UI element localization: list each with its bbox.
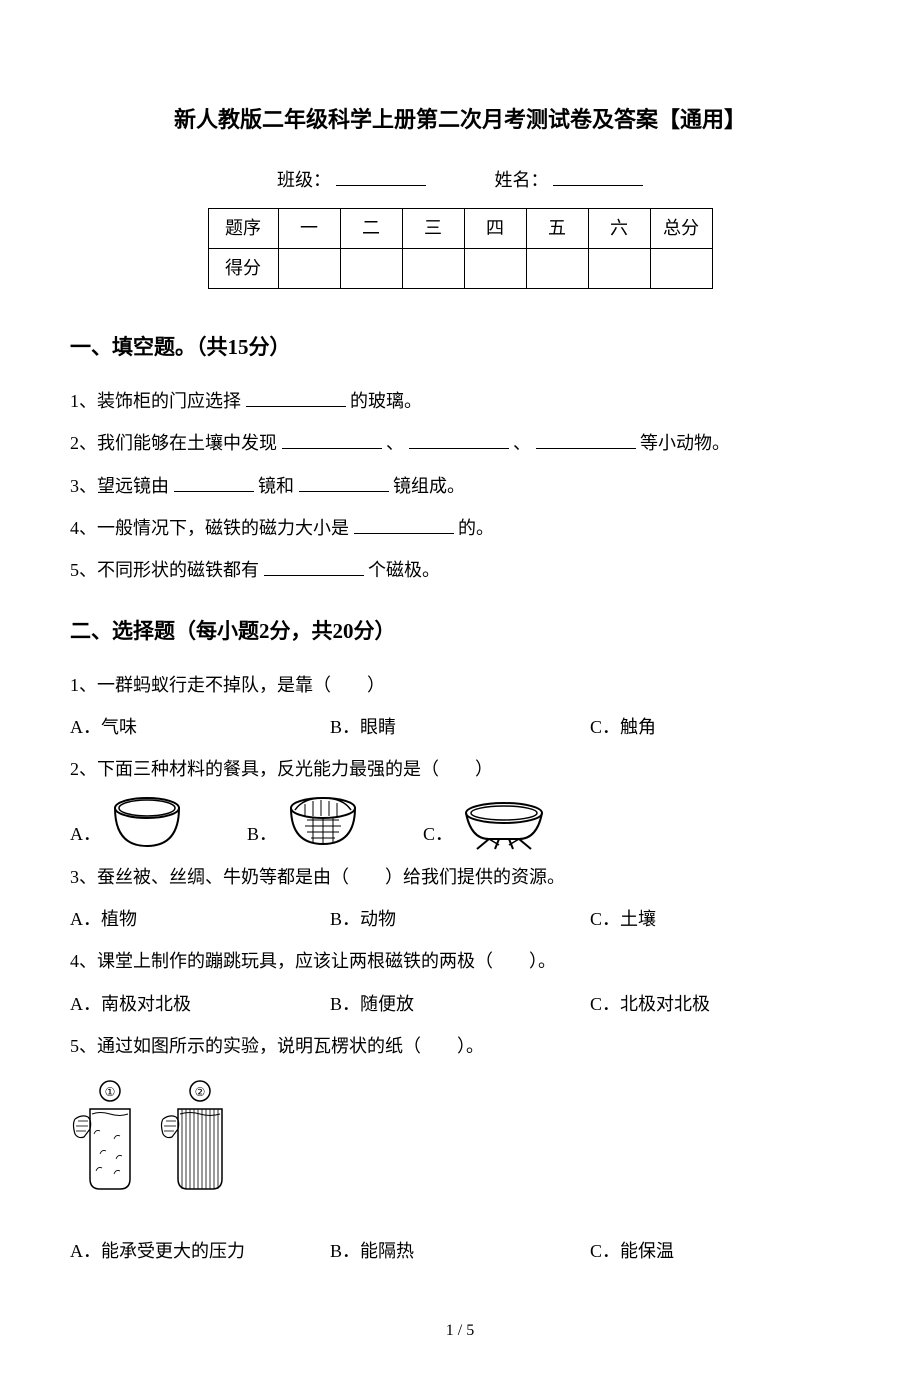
s1-q5-a: 5、不同形状的磁铁都有 bbox=[70, 560, 259, 580]
table-cell bbox=[278, 248, 340, 288]
opt-c-label: C． bbox=[423, 818, 453, 850]
opt-c: C．触角 bbox=[590, 711, 850, 743]
s1-q2-b: 、 bbox=[386, 433, 404, 453]
bowl-a-icon bbox=[107, 796, 187, 851]
opt-a: A． bbox=[70, 796, 187, 851]
opt-a: A．植物 bbox=[70, 903, 330, 935]
s2-q3-options: A．植物 B．动物 C．土壤 bbox=[70, 903, 850, 935]
row1-label: 题序 bbox=[208, 208, 278, 248]
opt-b: B．随便放 bbox=[330, 988, 590, 1020]
table-cell: 三 bbox=[402, 208, 464, 248]
s1-q3-a: 3、望远镜由 bbox=[70, 476, 169, 496]
table-cell bbox=[526, 248, 588, 288]
blank bbox=[299, 474, 389, 492]
class-blank bbox=[336, 168, 426, 186]
blank bbox=[536, 431, 636, 449]
s1-q1-a: 1、装饰柜的门应选择 bbox=[70, 391, 241, 411]
s1-q3: 3、望远镜由 镜和 镜组成。 bbox=[70, 470, 850, 502]
opt-c: C．土壤 bbox=[590, 903, 850, 935]
row2-label: 得分 bbox=[208, 248, 278, 288]
blank bbox=[174, 474, 254, 492]
blank bbox=[354, 516, 454, 534]
s1-q1-b: 的玻璃。 bbox=[350, 391, 422, 411]
s1-q3-b: 镜和 bbox=[258, 476, 294, 496]
opt-b-label: B． bbox=[247, 818, 277, 850]
s2-q4: 4、课堂上制作的蹦跳玩具，应该让两根磁铁的两极（ ）。 bbox=[70, 945, 850, 977]
s2-q5-options: A．能承受更大的压力 B．能隔热 C．能保温 bbox=[70, 1235, 850, 1267]
score-table: 题序 一 二 三 四 五 六 总分 得分 bbox=[208, 208, 713, 289]
s1-q4-b: 的。 bbox=[458, 518, 494, 538]
opt-a: A．南极对北极 bbox=[70, 988, 330, 1020]
s2-q1: 1、一群蚂蚁行走不掉队，是靠（ ） bbox=[70, 669, 850, 701]
s2-q3: 3、蚕丝被、丝绸、牛奶等都是由（ ）给我们提供的资源。 bbox=[70, 861, 850, 893]
table-row: 题序 一 二 三 四 五 六 总分 bbox=[208, 208, 712, 248]
table-cell: 五 bbox=[526, 208, 588, 248]
name-label: 姓名： bbox=[495, 170, 549, 190]
s1-q2-a: 2、我们能够在土壤中发现 bbox=[70, 433, 277, 453]
table-cell bbox=[588, 248, 650, 288]
name-blank bbox=[553, 168, 643, 186]
opt-a: A．能承受更大的压力 bbox=[70, 1235, 330, 1267]
blank bbox=[264, 558, 364, 576]
s2-q4-options: A．南极对北极 B．随便放 C．北极对北极 bbox=[70, 988, 850, 1020]
class-label: 班级： bbox=[277, 170, 331, 190]
svg-text:②: ② bbox=[195, 1085, 206, 1099]
experiment-image: ① ② bbox=[70, 1079, 850, 1219]
blank bbox=[409, 431, 509, 449]
opt-b: B．能隔热 bbox=[330, 1235, 590, 1267]
table-cell: 六 bbox=[588, 208, 650, 248]
page-footer: 1 / 5 bbox=[70, 1317, 850, 1346]
section1-title: 一、填空题。（共15分） bbox=[70, 329, 850, 367]
s2-q2: 2、下面三种材料的餐具，反光能力最强的是（ ） bbox=[70, 753, 850, 785]
table-cell: 一 bbox=[278, 208, 340, 248]
s1-q4: 4、一般情况下，磁铁的磁力大小是 的。 bbox=[70, 512, 850, 544]
bowl-c-icon bbox=[459, 801, 549, 851]
opt-a-label: A． bbox=[70, 818, 101, 850]
s1-q2-c: 、 bbox=[513, 433, 531, 453]
opt-b: B．动物 bbox=[330, 903, 590, 935]
opt-c: C．能保温 bbox=[590, 1235, 850, 1267]
s1-q2-d: 等小动物。 bbox=[640, 433, 730, 453]
page-title: 新人教版二年级科学上册第二次月考测试卷及答案【通用】 bbox=[70, 100, 850, 140]
blank bbox=[246, 389, 346, 407]
s1-q1: 1、装饰柜的门应选择 的玻璃。 bbox=[70, 385, 850, 417]
s1-q5-b: 个磁极。 bbox=[368, 560, 440, 580]
s1-q2: 2、我们能够在土壤中发现 、 、 等小动物。 bbox=[70, 427, 850, 459]
opt-c: C．北极对北极 bbox=[590, 988, 850, 1020]
s2-q5: 5、通过如图所示的实验，说明瓦楞状的纸（ ）。 bbox=[70, 1030, 850, 1062]
table-cell bbox=[340, 248, 402, 288]
table-cell: 二 bbox=[340, 208, 402, 248]
table-cell bbox=[650, 248, 712, 288]
table-cell: 四 bbox=[464, 208, 526, 248]
opt-c: C． bbox=[423, 801, 549, 851]
opt-b: B． bbox=[247, 796, 363, 851]
s2-q1-options: A．气味 B．眼睛 C．触角 bbox=[70, 711, 850, 743]
name-row: 班级： 姓名： bbox=[70, 164, 850, 196]
section2-title: 二、选择题（每小题2分，共20分） bbox=[70, 613, 850, 651]
s1-q5: 5、不同形状的磁铁都有 个磁极。 bbox=[70, 554, 850, 586]
table-cell bbox=[402, 248, 464, 288]
opt-b: B．眼睛 bbox=[330, 711, 590, 743]
s2-q2-options: A． B． C． bbox=[70, 796, 850, 851]
svg-text:①: ① bbox=[105, 1085, 116, 1099]
bowl-b-icon bbox=[283, 796, 363, 851]
blank bbox=[282, 431, 382, 449]
table-cell bbox=[464, 248, 526, 288]
table-cell: 总分 bbox=[650, 208, 712, 248]
s1-q4-a: 4、一般情况下，磁铁的磁力大小是 bbox=[70, 518, 349, 538]
opt-a: A．气味 bbox=[70, 711, 330, 743]
table-row: 得分 bbox=[208, 248, 712, 288]
s1-q3-c: 镜组成。 bbox=[393, 476, 465, 496]
